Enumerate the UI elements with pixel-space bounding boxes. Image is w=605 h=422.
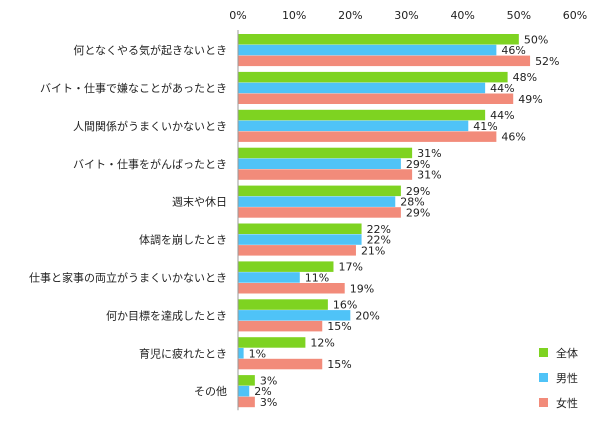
x-tick-label: 10% [282, 9, 306, 22]
bar [238, 34, 519, 45]
value-label: 21% [361, 244, 385, 257]
bar [238, 337, 306, 348]
bar [238, 348, 244, 359]
bar [238, 272, 300, 283]
bar [238, 109, 486, 121]
category-label: 体調を崩したとき [139, 233, 227, 247]
x-axis-ticks: 0% 10% 20% 30% 40% 50% 60% [229, 9, 587, 22]
value-label: 11% [305, 271, 329, 284]
bar [238, 71, 508, 83]
value-label: 3% [260, 396, 277, 409]
value-label: 29% [406, 206, 430, 219]
bar [238, 283, 345, 294]
value-labels: 50%46%52%48%44%49%44%41%46%31%29%31%29%2… [249, 33, 560, 409]
category-labels: 何となくやる気が起きないときバイト・仕事で嫌なことがあったとき人間関係がうまくい… [29, 43, 227, 398]
x-tick-label: 0% [229, 9, 246, 22]
value-label: 48% [513, 71, 537, 84]
value-label: 20% [355, 309, 379, 322]
value-label: 2% [254, 385, 271, 398]
bar [238, 169, 413, 180]
value-label: 22% [367, 234, 391, 247]
legend-swatch [539, 348, 548, 357]
category-label: バイト・仕事をがんばったとき [73, 157, 227, 171]
legend-swatch [539, 398, 548, 407]
bar [238, 207, 401, 218]
x-tick-label: 20% [338, 9, 362, 22]
x-tick-label: 30% [394, 9, 418, 22]
bar [238, 223, 362, 234]
bar [238, 396, 255, 408]
bar [238, 310, 351, 321]
bar [238, 320, 323, 332]
category-label: 何となくやる気が起きないとき [73, 43, 227, 57]
bar [238, 158, 401, 169]
value-label: 19% [350, 282, 374, 295]
value-label: 52% [535, 55, 559, 68]
bar [238, 131, 497, 142]
value-label: 12% [310, 336, 334, 349]
bar [238, 55, 531, 67]
category-label: バイト・仕事で嫌なことがあったとき [40, 81, 227, 95]
legend-swatch [539, 373, 548, 382]
bar-series [238, 34, 531, 408]
legend-label: 全体 [556, 346, 578, 360]
bar [238, 82, 486, 94]
value-label: 44% [490, 82, 514, 95]
x-tick-label: 40% [450, 9, 474, 22]
value-label: 28% [400, 196, 424, 209]
value-label: 15% [327, 320, 351, 333]
bar [238, 234, 362, 245]
value-label: 22% [367, 223, 391, 236]
bar [238, 245, 356, 256]
legend-label: 男性 [556, 371, 578, 385]
bar [238, 196, 396, 207]
value-label: 41% [473, 120, 497, 133]
value-label: 3% [260, 374, 277, 387]
bar [238, 358, 323, 370]
value-label: 16% [333, 299, 357, 312]
category-label: 仕事と家事の両立がうまくいかないとき [29, 270, 227, 284]
value-label: 49% [518, 93, 542, 106]
x-tick-label: 50% [507, 9, 531, 22]
bar [238, 375, 255, 386]
value-label: 17% [338, 261, 362, 274]
bar [238, 185, 401, 197]
value-label: 50% [524, 33, 548, 46]
bar [238, 93, 514, 104]
category-label: 人間関係がうまくいかないとき [73, 119, 227, 133]
value-label: 46% [501, 131, 525, 144]
value-label: 46% [501, 44, 525, 57]
bar [238, 299, 328, 310]
bar [238, 120, 469, 132]
value-label: 1% [249, 347, 266, 360]
category-label: 何か目標を達成したとき [106, 308, 227, 322]
value-label: 29% [406, 185, 430, 198]
bar [238, 44, 497, 56]
category-label: 育児に疲れたとき [139, 346, 227, 360]
value-label: 31% [417, 147, 441, 160]
bar [238, 147, 413, 159]
legend-label: 女性 [556, 396, 578, 410]
value-label: 15% [327, 358, 351, 371]
value-label: 44% [490, 109, 514, 122]
value-label: 31% [417, 169, 441, 182]
category-label: 週末や休日 [172, 195, 227, 209]
bar [238, 261, 334, 272]
category-label: その他 [194, 385, 227, 398]
x-tick-label: 60% [563, 9, 587, 22]
value-label: 29% [406, 158, 430, 171]
bar [238, 385, 250, 397]
